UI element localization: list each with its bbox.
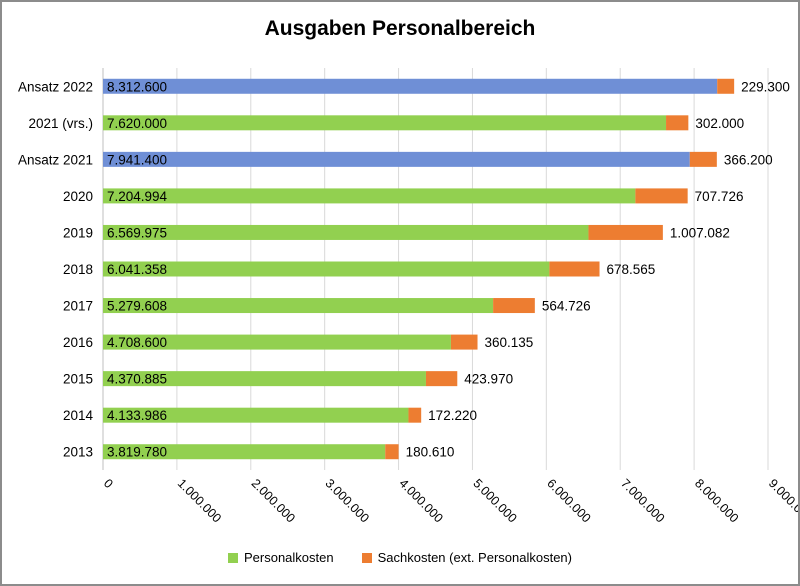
data-label-personalkosten-7: 4.708.600 — [107, 335, 167, 350]
bar-sachkosten-6 — [493, 298, 535, 314]
legend-label-sachkosten: Sachkosten (ext. Personalkosten) — [377, 550, 572, 565]
category-label-1: 2021 (vrs.) — [28, 116, 93, 131]
x-tick-label-0: 0 — [101, 476, 116, 491]
bar-personalkosten-8 — [103, 371, 426, 387]
category-label-8: 2015 — [63, 372, 93, 387]
data-label-sachkosten-6: 564.726 — [542, 299, 591, 314]
bar-sachkosten-9 — [408, 407, 422, 423]
data-label-personalkosten-5: 6.041.358 — [107, 262, 167, 277]
data-label-sachkosten-2: 366.200 — [724, 152, 773, 167]
x-tick-label-3: 3.000.000 — [323, 476, 372, 525]
bar-personalkosten-2 — [103, 151, 690, 167]
bar-sachkosten-0 — [717, 78, 735, 94]
legend-item-personalkosten: Personalkosten — [227, 550, 334, 565]
data-label-sachkosten-9: 172.220 — [428, 408, 477, 423]
bar-sachkosten-5 — [549, 261, 600, 277]
data-label-personalkosten-0: 8.312.600 — [107, 79, 167, 94]
x-tick-label-6: 6.000.000 — [544, 476, 593, 525]
data-label-sachkosten-7: 360.135 — [485, 335, 534, 350]
bar-personalkosten-9 — [103, 407, 409, 423]
bar-personalkosten-10 — [103, 444, 386, 460]
data-label-sachkosten-8: 423.970 — [464, 372, 513, 387]
bar-personalkosten-4 — [103, 224, 589, 240]
data-label-personalkosten-10: 3.819.780 — [107, 445, 167, 460]
x-tick-label-4: 4.000.000 — [396, 476, 445, 525]
bar-personalkosten-0 — [103, 78, 718, 94]
chart-title: Ausgaben Personalbereich — [264, 17, 536, 40]
data-label-personalkosten-8: 4.370.885 — [107, 372, 167, 387]
category-label-9: 2014 — [63, 408, 94, 423]
legend: Personalkosten Sachkosten (ext. Personal… — [2, 550, 798, 565]
bar-personalkosten-1 — [103, 115, 667, 131]
legend-swatch-personalkosten — [227, 552, 238, 563]
bar-personalkosten-3 — [103, 188, 636, 204]
category-label-2: Ansatz 2021 — [18, 152, 93, 167]
bar-sachkosten-10 — [385, 444, 399, 460]
legend-swatch-sachkosten — [361, 552, 372, 563]
category-label-0: Ansatz 2022 — [18, 79, 93, 94]
legend-item-sachkosten: Sachkosten (ext. Personalkosten) — [361, 550, 572, 565]
x-tick-label-5: 5.000.000 — [470, 476, 519, 525]
x-tick-label-7: 7.000.000 — [618, 476, 667, 525]
category-label-10: 2013 — [63, 445, 93, 460]
data-label-sachkosten-0: 229.300 — [741, 79, 790, 94]
chart-plot: 0 1.000.000 2.000.000 3.000.000 4.000.000 5.0… — [18, 68, 798, 525]
bar-sachkosten-3 — [635, 188, 688, 204]
data-label-sachkosten-4: 1.007.082 — [670, 225, 730, 240]
bar-personalkosten-5 — [103, 261, 550, 277]
bar-sachkosten-8 — [425, 371, 458, 387]
data-label-sachkosten-5: 678.565 — [607, 262, 656, 277]
bar-sachkosten-4 — [588, 224, 663, 240]
x-tick-label-2: 2.000.000 — [249, 476, 298, 525]
legend-label-personalkosten: Personalkosten — [243, 550, 334, 565]
category-label-6: 2017 — [63, 299, 93, 314]
x-tick-label-1: 1.000.000 — [175, 476, 224, 525]
data-label-sachkosten-1: 302.000 — [695, 116, 744, 131]
data-label-sachkosten-10: 180.610 — [406, 445, 455, 460]
data-label-personalkosten-1: 7.620.000 — [107, 116, 167, 131]
bar-sachkosten-1 — [666, 115, 689, 131]
bar-personalkosten-6 — [103, 298, 494, 314]
category-label-4: 2019 — [63, 225, 93, 240]
bar-sachkosten-2 — [689, 151, 717, 167]
bar-personalkosten-7 — [103, 334, 451, 350]
data-label-personalkosten-6: 5.279.608 — [107, 299, 167, 314]
category-label-3: 2020 — [63, 189, 93, 204]
bar-sachkosten-7 — [450, 334, 478, 350]
data-label-sachkosten-3: 707.726 — [695, 189, 744, 204]
data-label-personalkosten-3: 7.204.994 — [107, 189, 168, 204]
x-tick-label-8: 8.000.000 — [692, 476, 741, 525]
data-label-personalkosten-2: 7.941.400 — [107, 152, 167, 167]
category-label-5: 2018 — [63, 262, 93, 277]
category-label-7: 2016 — [63, 335, 93, 350]
x-tick-label-9: 9.000.000 — [766, 476, 798, 525]
data-label-personalkosten-4: 6.569.975 — [107, 225, 167, 240]
data-label-personalkosten-9: 4.133.986 — [107, 408, 167, 423]
